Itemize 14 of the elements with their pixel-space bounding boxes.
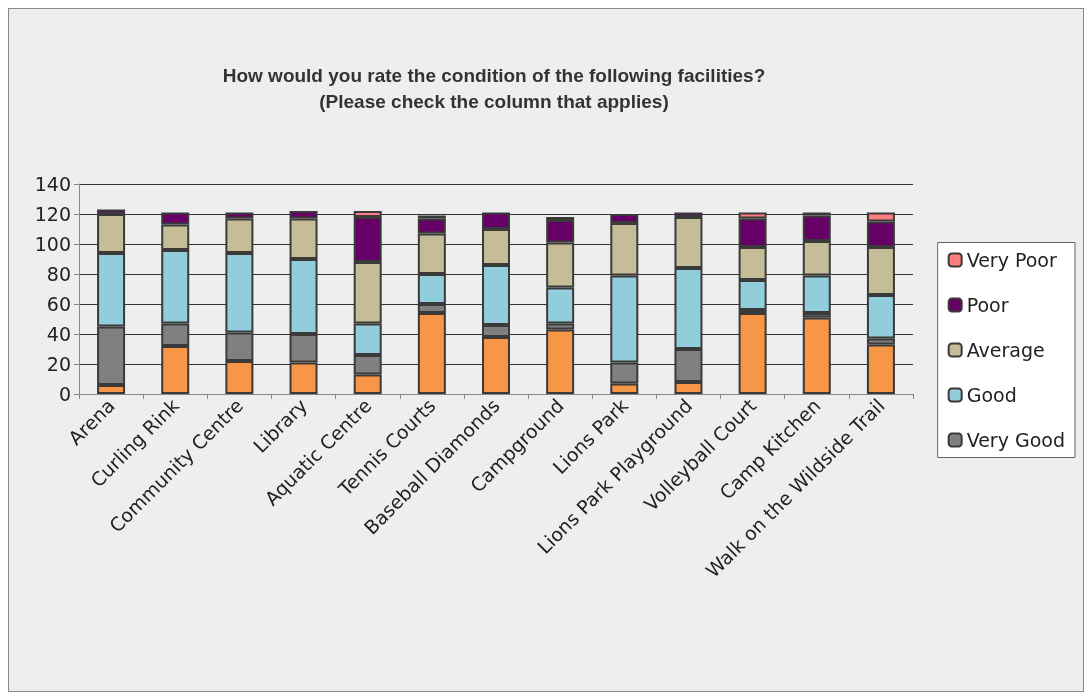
- legend-label: Poor: [966, 294, 1009, 316]
- y-tick-label: 100: [34, 233, 71, 255]
- legend-label: Good: [966, 384, 1017, 406]
- legend-label: Very Good: [966, 429, 1065, 451]
- chart-title: How would you rate the condition of the following facilities? (Please check the column that applies): [222, 64, 766, 112]
- legend-label: Average: [966, 339, 1045, 361]
- legend-label: Very Poor: [966, 249, 1057, 271]
- y-tick-label: 20: [46, 353, 71, 375]
- y-tick-label: 60: [46, 293, 71, 315]
- y-tick-label: 120: [34, 203, 71, 225]
- y-tick-label: 0: [58, 383, 71, 405]
- y-tick-label: 80: [46, 263, 71, 285]
- y-tick-label: 140: [34, 173, 71, 195]
- y-tick-label: 40: [46, 323, 71, 345]
